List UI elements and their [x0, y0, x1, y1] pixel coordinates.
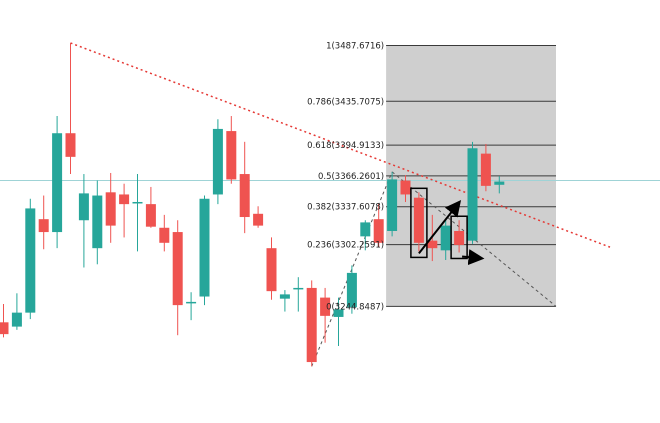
candle-up: [387, 171, 398, 237]
candle-body: [0, 322, 9, 335]
candle-up: [333, 297, 344, 346]
fib-labels-layer: 1(3487.6716) 0.786(3435.7075) 0.618(3394.9…: [307, 41, 384, 312]
candle-body: [346, 272, 357, 308]
candle-down: [413, 192, 424, 252]
candle-body: [320, 297, 331, 316]
candle-down: [320, 287, 331, 343]
candle-body: [480, 153, 491, 186]
candle-down: [239, 141, 250, 234]
candles-layer: [0, 42, 505, 367]
candle-down: [266, 237, 277, 300]
candle-body: [25, 208, 36, 313]
candle-down: [480, 143, 491, 192]
candle-body: [467, 148, 478, 241]
candle-body: [105, 192, 116, 226]
candle-up: [279, 290, 290, 312]
candle-up: [212, 119, 223, 205]
candle-body: [226, 131, 237, 180]
candle-up: [92, 180, 103, 265]
candle-body: [199, 198, 210, 297]
up-arrow: [418, 199, 462, 255]
candle-body: [239, 174, 250, 218]
candle-down: [253, 206, 264, 228]
candle-up: [293, 277, 304, 312]
candle-body: [387, 179, 398, 231]
annotation-layer: [410, 187, 485, 266]
candle-down: [145, 186, 156, 228]
candle-down: [226, 116, 237, 184]
candle-up: [11, 293, 22, 330]
candle-up: [494, 176, 505, 194]
candle-down: [65, 42, 76, 175]
candle-body: [373, 219, 384, 243]
down-arrow: [462, 249, 485, 266]
fib-level-label: 0.786(3435.7075): [307, 97, 384, 107]
candle-up: [132, 174, 143, 252]
highlight-box: [410, 187, 428, 259]
candle-down: [373, 204, 384, 248]
candle-body: [253, 213, 264, 226]
fib-level-label: 0.236(3302.2591): [307, 241, 384, 251]
candle-body: [360, 222, 371, 237]
candle-up: [25, 198, 36, 320]
candle-down: [172, 220, 183, 336]
candle-body: [440, 225, 451, 251]
descending-trendline: [70, 42, 611, 248]
candle-body: [11, 312, 22, 327]
candle-body: [333, 309, 344, 317]
candle-body: [212, 128, 223, 195]
candle-body: [38, 219, 49, 233]
candle-body: [427, 240, 438, 249]
candle-body: [92, 195, 103, 249]
candle-body: [145, 204, 156, 227]
candle-body: [494, 181, 505, 185]
candle-body: [186, 301, 197, 304]
candle-body: [400, 180, 411, 195]
candle-body: [266, 248, 277, 292]
candle-body: [293, 287, 304, 290]
fib-level-label: 0.5(3366.2601): [318, 172, 384, 182]
candle-body: [132, 201, 143, 204]
candle-body: [306, 287, 317, 363]
candle-up: [467, 141, 478, 244]
candle-up: [346, 265, 357, 314]
candle-down: [105, 172, 116, 243]
fib-level-label: 1(3487.6716): [326, 41, 384, 51]
candle-body: [159, 227, 170, 243]
candle-down: [454, 220, 465, 253]
candle-down: [119, 183, 130, 238]
candle-down: [400, 175, 411, 202]
candle-up: [52, 116, 63, 249]
candle-down: [306, 280, 317, 367]
retracement-projection-line: [391, 171, 557, 307]
fib-level-label: 0(3244.8487): [326, 302, 384, 312]
candle-body: [279, 294, 290, 299]
candle-up: [440, 220, 451, 260]
candle-body: [78, 193, 89, 221]
candle-down: [159, 214, 170, 252]
fib-level-label: 0.618(3394.9133): [307, 141, 384, 151]
candle-up: [186, 292, 197, 321]
candle-up: [78, 174, 89, 268]
candle-up: [360, 220, 371, 251]
candle-body: [65, 133, 76, 157]
candle-up: [199, 195, 210, 306]
fib-level-label: 0.382(3337.6078): [307, 203, 384, 213]
candle-down: [38, 195, 49, 250]
candle-body: [454, 230, 465, 245]
candle-down: [0, 304, 9, 338]
candle-body: [413, 197, 424, 243]
candle-body: [172, 232, 183, 306]
candle-body: [52, 133, 63, 233]
candle-body: [119, 194, 130, 205]
